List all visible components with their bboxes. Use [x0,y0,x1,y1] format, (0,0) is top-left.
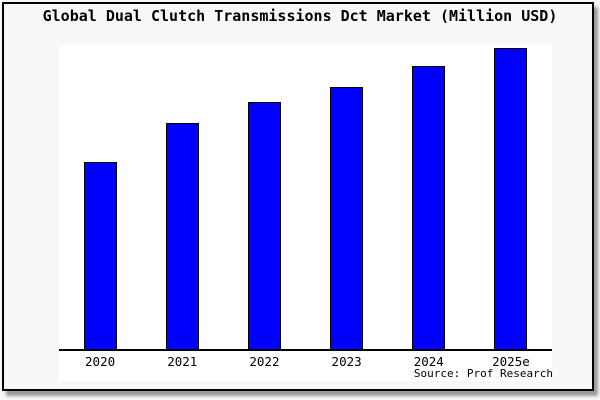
x-tick-label: 2023 [331,354,362,369]
x-axis [59,45,552,351]
x-tick-label: 2022 [249,354,280,369]
bar [494,48,528,349]
x-tick-label: 2021 [167,354,198,369]
bar-slot [388,45,470,349]
bar [83,162,117,349]
bar [165,123,199,349]
x-tick-label: 2024 [413,354,444,369]
plot-area [59,45,552,381]
source-credit: Source: Prof Research [413,367,553,380]
bar-slot [306,45,388,349]
bar-slot [470,45,552,349]
x-tick-label: 2025e [492,354,530,369]
bar-slot [223,45,305,349]
bar [412,66,446,349]
x-tick-labels: 2020 2021 2022 2023 2024 2025e [59,354,552,369]
x-tick-label: 2020 [85,354,116,369]
bar [330,87,364,349]
chart-title: Global Dual Clutch Transmissions Dct Mar… [42,7,558,25]
bar-slot [59,45,141,349]
bar [247,102,281,349]
bar-slot [141,45,223,349]
